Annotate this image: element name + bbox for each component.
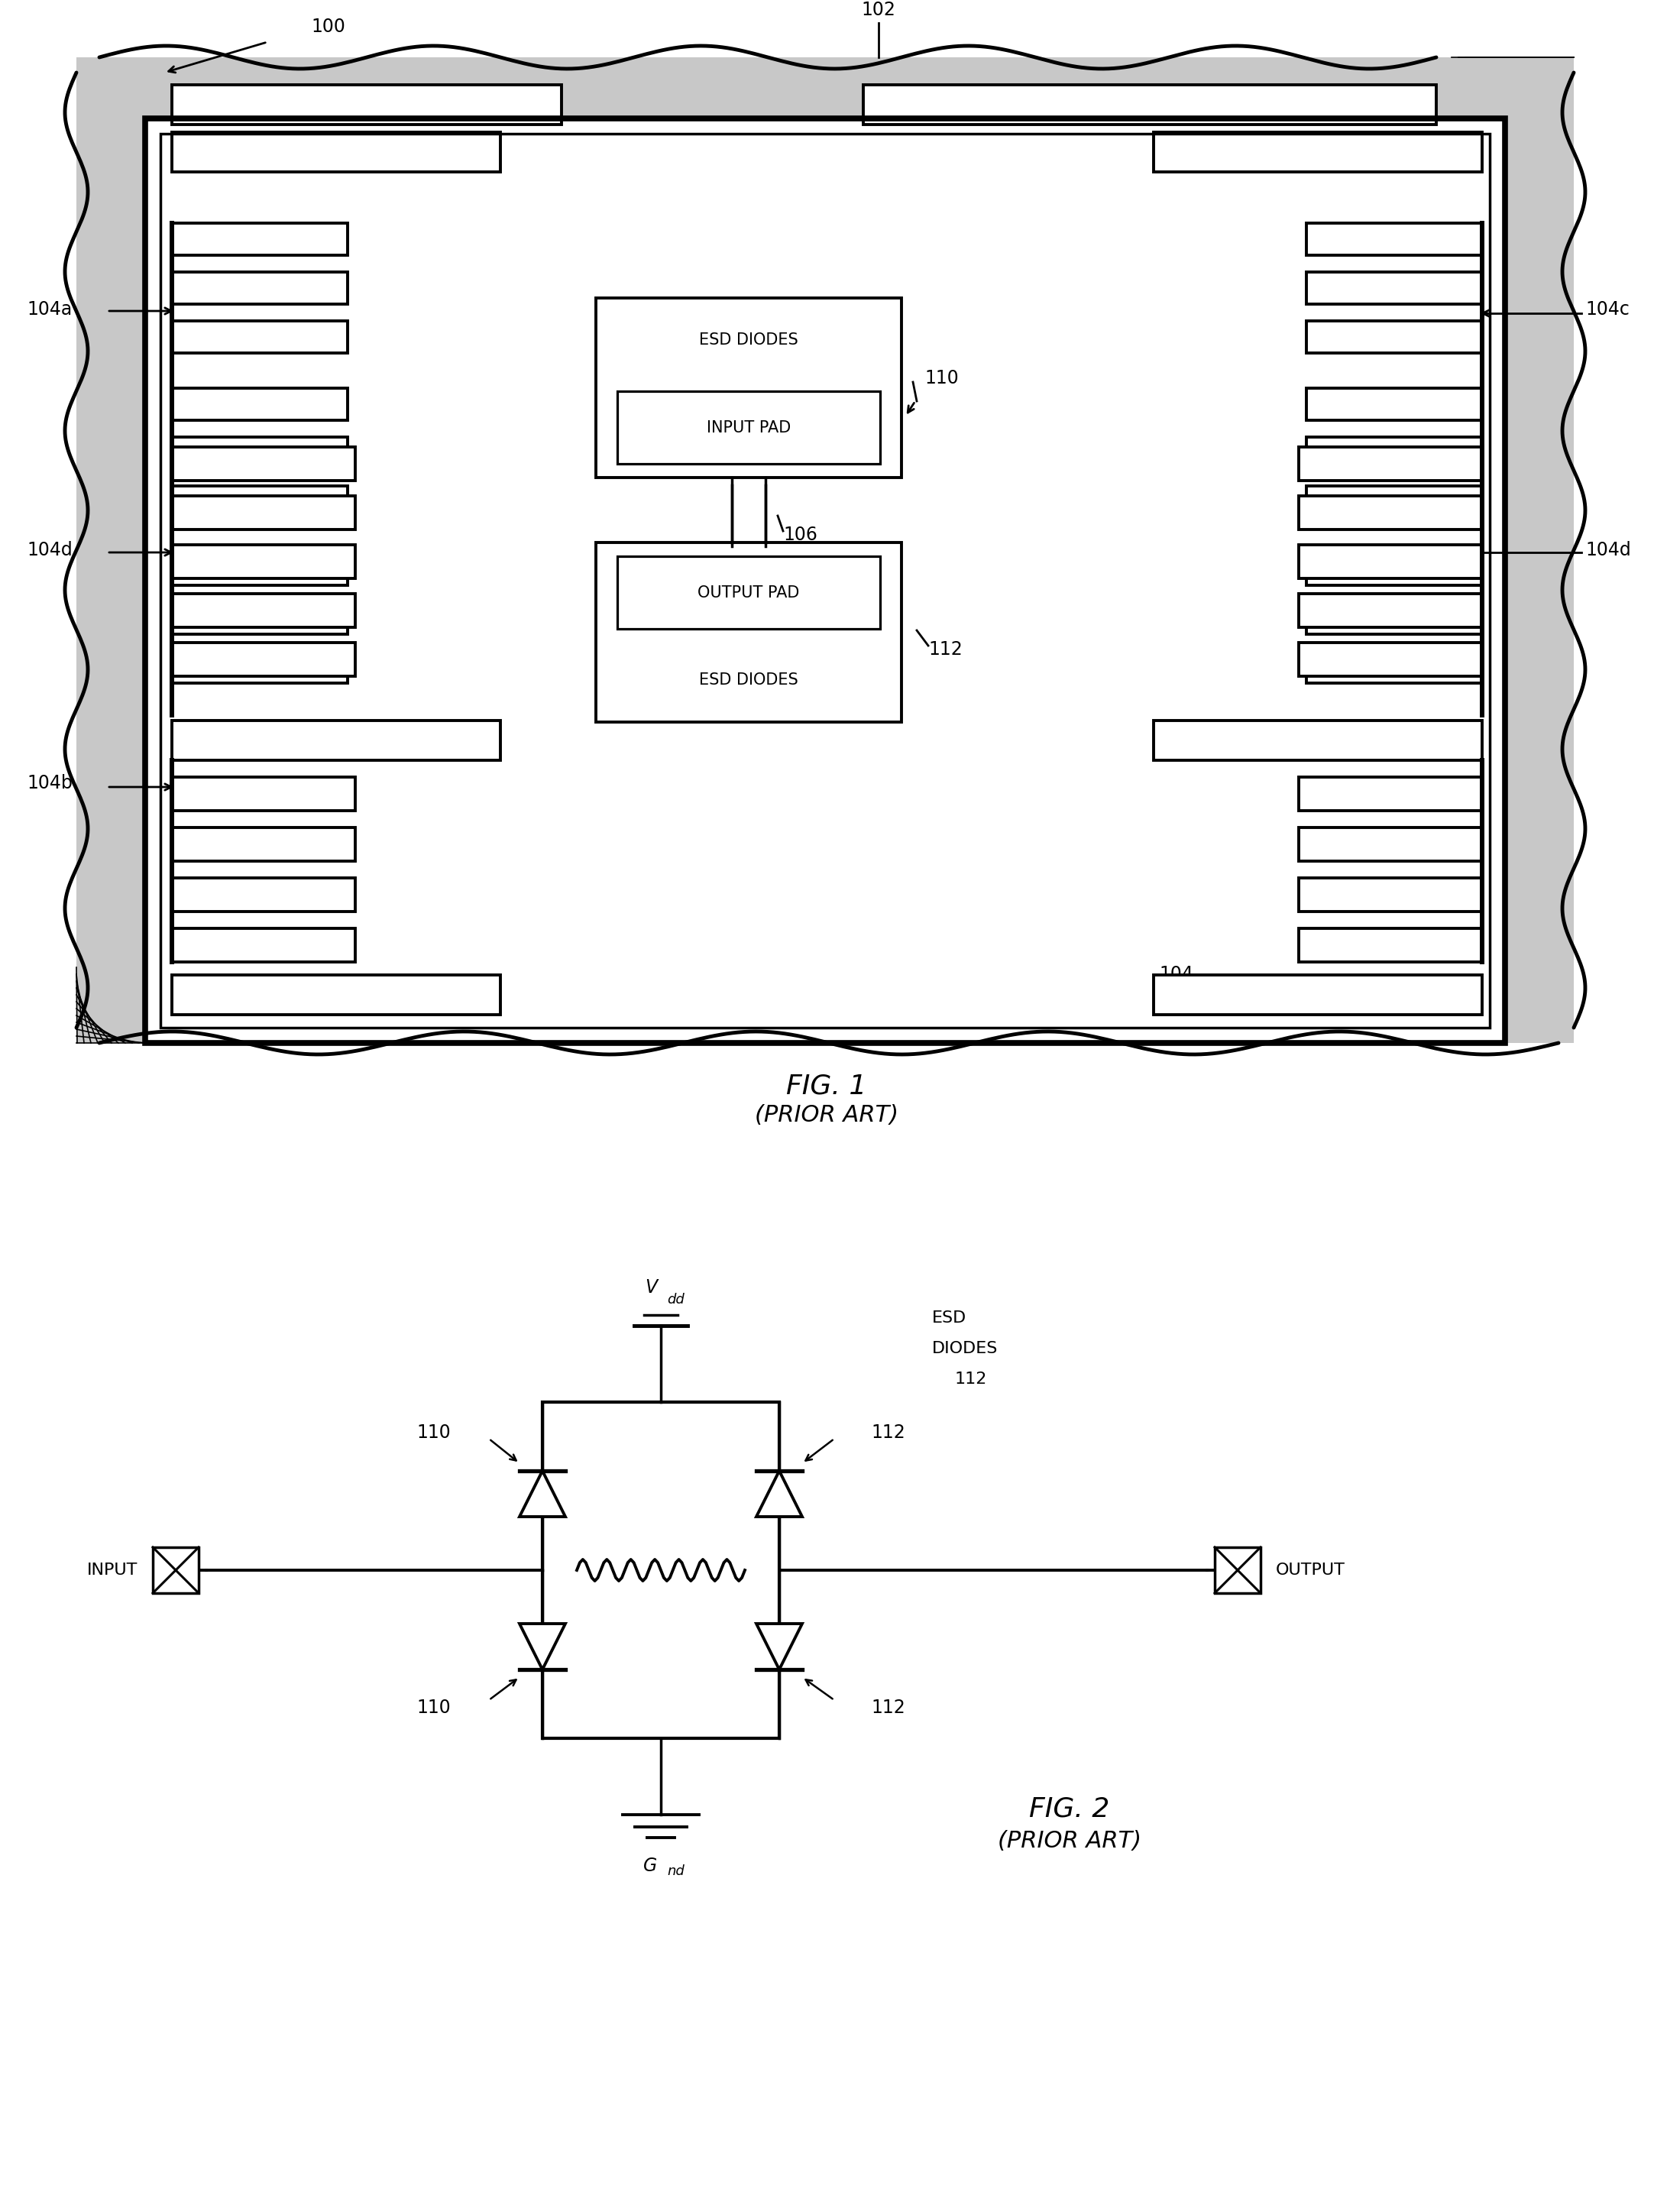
Polygon shape: [519, 1471, 566, 1517]
Bar: [172, 321, 347, 354]
Bar: [172, 133, 501, 173]
Text: 110: 110: [417, 1425, 452, 1442]
Text: FIG. 2: FIG. 2: [1029, 1796, 1110, 1820]
Text: OUTPUT: OUTPUT: [1275, 1562, 1345, 1577]
Bar: [172, 487, 347, 518]
Bar: [172, 827, 356, 860]
Bar: [1298, 827, 1482, 860]
Text: G: G: [643, 1856, 657, 1876]
Bar: [146, 119, 1505, 1044]
Bar: [172, 553, 347, 586]
Text: 112: 112: [872, 1425, 905, 1442]
Bar: [1307, 272, 1482, 303]
Text: 112: 112: [872, 1699, 905, 1717]
Bar: [146, 119, 1505, 1044]
Text: 100: 100: [311, 18, 346, 35]
Bar: [160, 133, 1490, 1029]
Bar: [1307, 602, 1482, 635]
Bar: [1298, 495, 1482, 529]
Bar: [863, 84, 1436, 124]
Text: 104d: 104d: [26, 542, 73, 560]
Bar: [1298, 593, 1482, 628]
Bar: [172, 650, 347, 684]
Polygon shape: [756, 1471, 802, 1517]
Bar: [595, 299, 901, 478]
Bar: [1214, 1546, 1260, 1593]
Bar: [172, 929, 356, 962]
Bar: [1307, 553, 1482, 586]
Text: FIG. 1: FIG. 1: [786, 1073, 867, 1099]
Text: 104: 104: [1159, 964, 1194, 984]
Bar: [595, 542, 901, 721]
Text: nd: nd: [667, 1865, 685, 1878]
Text: INPUT PAD: INPUT PAD: [706, 420, 791, 436]
Text: 110: 110: [925, 369, 959, 387]
Text: (PRIOR ART): (PRIOR ART): [754, 1104, 898, 1126]
Text: 102: 102: [862, 0, 896, 20]
Text: DIODES: DIODES: [933, 1340, 997, 1356]
Text: 110: 110: [417, 1699, 452, 1717]
Bar: [1307, 223, 1482, 254]
Text: 104d: 104d: [1585, 542, 1631, 560]
Bar: [1307, 438, 1482, 469]
Bar: [172, 272, 347, 303]
Bar: [172, 644, 356, 677]
Bar: [1307, 321, 1482, 354]
Bar: [617, 392, 880, 465]
Bar: [1153, 133, 1482, 173]
Bar: [172, 721, 501, 761]
Bar: [1298, 878, 1482, 911]
Bar: [152, 1546, 198, 1593]
Text: dd: dd: [667, 1292, 685, 1307]
Bar: [1307, 650, 1482, 684]
Bar: [1298, 644, 1482, 677]
Text: V: V: [645, 1279, 657, 1296]
Bar: [1298, 544, 1482, 577]
Bar: [172, 878, 356, 911]
Bar: [172, 975, 501, 1015]
Bar: [172, 544, 356, 577]
Polygon shape: [756, 1624, 802, 1670]
Bar: [1307, 387, 1482, 420]
Text: ESD: ESD: [933, 1310, 966, 1325]
Bar: [172, 387, 347, 420]
Polygon shape: [76, 58, 1575, 1044]
Text: OUTPUT PAD: OUTPUT PAD: [698, 584, 799, 599]
Text: 104a: 104a: [28, 301, 73, 319]
Text: 112: 112: [954, 1371, 987, 1387]
Text: ESD DIODES: ESD DIODES: [700, 672, 799, 688]
Polygon shape: [519, 1624, 566, 1670]
Bar: [1153, 721, 1482, 761]
Text: - 108: - 108: [787, 606, 834, 624]
Bar: [172, 438, 347, 469]
Text: INPUT: INPUT: [86, 1562, 137, 1577]
Bar: [172, 447, 356, 480]
Text: 104: 104: [645, 1601, 676, 1617]
Bar: [1298, 776, 1482, 810]
Bar: [172, 776, 356, 810]
Text: 106: 106: [782, 526, 817, 544]
Bar: [1153, 975, 1482, 1015]
Text: ESD DIODES: ESD DIODES: [700, 332, 799, 347]
Bar: [172, 223, 347, 254]
Text: 104c: 104c: [1585, 301, 1629, 319]
Bar: [617, 555, 880, 628]
Bar: [172, 602, 347, 635]
Bar: [172, 495, 356, 529]
Bar: [1307, 487, 1482, 518]
Text: 112: 112: [928, 639, 963, 659]
Bar: [172, 593, 356, 628]
Bar: [543, 1402, 779, 1739]
Text: 104b: 104b: [26, 774, 73, 792]
Bar: [1298, 447, 1482, 480]
Bar: [172, 84, 561, 124]
Text: (PRIOR ART): (PRIOR ART): [997, 1829, 1141, 1851]
Bar: [1298, 929, 1482, 962]
